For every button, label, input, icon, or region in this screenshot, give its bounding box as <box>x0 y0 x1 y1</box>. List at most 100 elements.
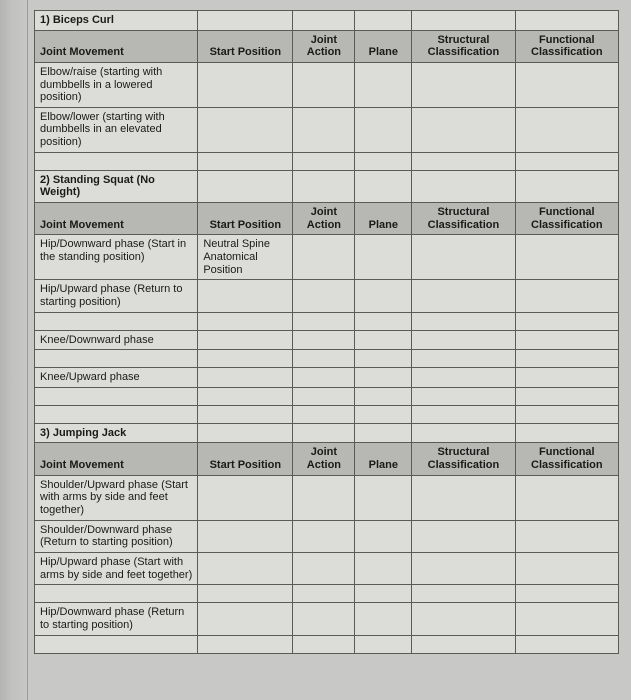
cell-functional <box>515 387 618 405</box>
table-row: Elbow/lower (starting with dumbbells in … <box>35 107 619 152</box>
cell-joint-movement: Hip/Upward phase (Return to starting pos… <box>35 280 198 312</box>
column-header-row: Joint MovementStart PositionJoint Action… <box>35 443 619 475</box>
cell-joint-movement <box>35 152 198 170</box>
cell-start-position <box>198 603 293 635</box>
cell-joint-movement: Hip/Downward phase (Start in the standin… <box>35 235 198 280</box>
cell-joint-movement <box>35 387 198 405</box>
col-joint-movement: Joint Movement <box>35 30 198 62</box>
cell-functional <box>515 585 618 603</box>
cell-plane <box>355 312 412 330</box>
cell-joint-action <box>293 280 355 312</box>
cell-start-position <box>198 368 293 388</box>
cell-plane <box>355 552 412 584</box>
table-row <box>35 387 619 405</box>
cell-joint-action <box>293 330 355 350</box>
page-binding-edge <box>0 0 28 700</box>
cell-functional <box>515 475 618 520</box>
cell-functional <box>515 280 618 312</box>
cell-structural <box>412 635 515 653</box>
cell-start-position <box>198 405 293 423</box>
cell-joint-action <box>293 235 355 280</box>
table-row <box>35 635 619 653</box>
col-joint-action: Joint Action <box>293 30 355 62</box>
cell-plane <box>355 62 412 107</box>
cell-structural <box>412 387 515 405</box>
cell-joint-movement: Elbow/raise (starting with dumbbells in … <box>35 62 198 107</box>
cell-joint-action <box>293 312 355 330</box>
cell-joint-action <box>293 520 355 552</box>
table-row <box>35 405 619 423</box>
col-structural-classification: Structural Classification <box>412 203 515 235</box>
cell-joint-movement: Knee/Downward phase <box>35 330 198 350</box>
col-joint-movement: Joint Movement <box>35 443 198 475</box>
cell-plane <box>355 475 412 520</box>
cell-plane <box>355 280 412 312</box>
col-structural-classification: Structural Classification <box>412 30 515 62</box>
col-structural-classification: Structural Classification <box>412 443 515 475</box>
cell-joint-action <box>293 405 355 423</box>
section-title-row: 3) Jumping Jack <box>35 423 619 443</box>
empty-cell <box>412 11 515 31</box>
section-title: 1) Biceps Curl <box>35 11 198 31</box>
empty-cell <box>198 11 293 31</box>
cell-structural <box>412 603 515 635</box>
table-row <box>35 152 619 170</box>
col-start-position: Start Position <box>198 443 293 475</box>
cell-start-position <box>198 387 293 405</box>
cell-functional <box>515 405 618 423</box>
section-title: 3) Jumping Jack <box>35 423 198 443</box>
cell-plane <box>355 152 412 170</box>
table-row: Elbow/raise (starting with dumbbells in … <box>35 62 619 107</box>
empty-cell <box>515 11 618 31</box>
col-functional-classification: Functional Classification <box>515 203 618 235</box>
cell-plane <box>355 635 412 653</box>
cell-structural <box>412 350 515 368</box>
worksheet: 1) Biceps CurlJoint MovementStart Positi… <box>34 10 619 654</box>
cell-functional <box>515 603 618 635</box>
empty-cell <box>355 170 412 202</box>
cell-functional <box>515 62 618 107</box>
table-row: Hip/Upward phase (Start with arms by sid… <box>35 552 619 584</box>
table-row: Shoulder/Downward phase (Return to start… <box>35 520 619 552</box>
cell-start-position <box>198 330 293 350</box>
empty-cell <box>293 11 355 31</box>
cell-plane <box>355 235 412 280</box>
empty-cell <box>293 170 355 202</box>
table-row: Knee/Upward phase <box>35 368 619 388</box>
cell-functional <box>515 312 618 330</box>
cell-joint-action <box>293 552 355 584</box>
cell-plane <box>355 107 412 152</box>
col-functional-classification: Functional Classification <box>515 443 618 475</box>
cell-joint-action <box>293 387 355 405</box>
section-title-row: 2) Standing Squat (No Weight) <box>35 170 619 202</box>
empty-cell <box>198 423 293 443</box>
cell-joint-action <box>293 107 355 152</box>
cell-plane <box>355 585 412 603</box>
table-row: Hip/Downward phase (Return to starting p… <box>35 603 619 635</box>
cell-start-position: Neutral Spine Anatomical Position <box>198 235 293 280</box>
cell-structural <box>412 152 515 170</box>
cell-plane <box>355 387 412 405</box>
column-header-row: Joint MovementStart PositionJoint Action… <box>35 30 619 62</box>
cell-structural <box>412 280 515 312</box>
empty-cell <box>515 423 618 443</box>
cell-joint-action <box>293 152 355 170</box>
empty-cell <box>355 11 412 31</box>
empty-cell <box>355 423 412 443</box>
column-header-row: Joint MovementStart PositionJoint Action… <box>35 203 619 235</box>
cell-joint-movement: Hip/Upward phase (Start with arms by sid… <box>35 552 198 584</box>
cell-start-position <box>198 280 293 312</box>
cell-functional <box>515 330 618 350</box>
cell-joint-action <box>293 368 355 388</box>
cell-plane <box>355 603 412 635</box>
cell-start-position <box>198 635 293 653</box>
cell-joint-action <box>293 62 355 107</box>
empty-cell <box>515 170 618 202</box>
col-plane: Plane <box>355 203 412 235</box>
cell-start-position <box>198 312 293 330</box>
cell-structural <box>412 312 515 330</box>
cell-start-position <box>198 475 293 520</box>
cell-functional <box>515 235 618 280</box>
cell-structural <box>412 405 515 423</box>
cell-structural <box>412 330 515 350</box>
